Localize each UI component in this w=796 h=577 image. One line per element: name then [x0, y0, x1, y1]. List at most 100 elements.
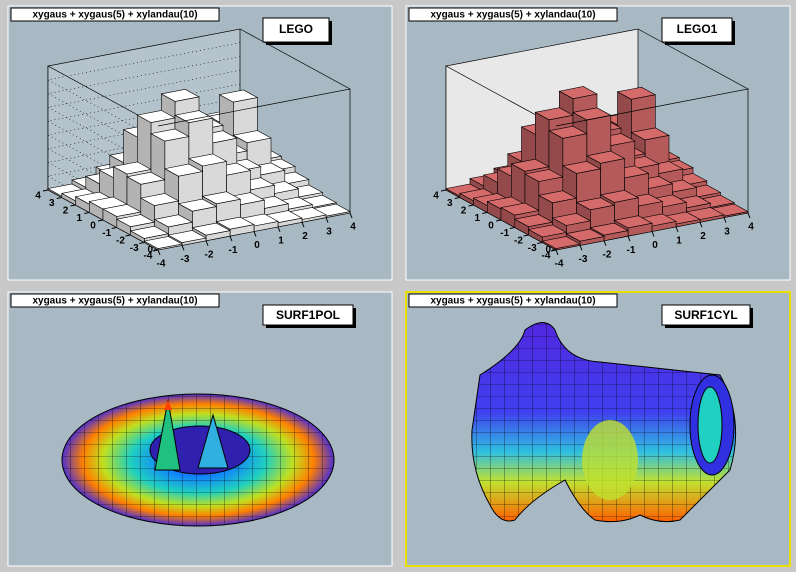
- title-box: [10, 293, 220, 308]
- x-tick-label: -3: [181, 254, 190, 265]
- bar-top: [524, 169, 564, 182]
- pad-label: LEGO: [279, 22, 313, 36]
- bar-top: [139, 193, 180, 206]
- x-tick: [723, 217, 727, 223]
- x-tick-label: 0: [254, 240, 260, 251]
- x-tick-label: 0: [652, 240, 658, 251]
- label-box: [262, 304, 354, 326]
- y-tick: [125, 234, 131, 237]
- bar-top: [191, 222, 231, 236]
- y-tick-label: 2: [63, 206, 69, 217]
- x-tick: [555, 249, 559, 256]
- title-box: [408, 7, 618, 22]
- x-tick: [349, 212, 353, 219]
- x-tick: [229, 235, 233, 242]
- y-tick: [550, 249, 557, 252]
- x-tick: [603, 240, 607, 246]
- y-tick: [454, 197, 460, 199]
- polar-surface: [61, 393, 335, 527]
- bar-top: [541, 236, 581, 249]
- x-tick: [181, 245, 185, 251]
- pad-label: SURF1CYL: [674, 308, 737, 322]
- x-tick-label: 3: [326, 226, 332, 237]
- y-tick-label: -3: [130, 243, 139, 254]
- y-tick: [70, 204, 76, 207]
- pad-title: xygaus + xygaus(5) + xylandau(10): [430, 10, 595, 21]
- y-tick-label: -4: [144, 251, 153, 262]
- bar-top: [187, 153, 228, 167]
- x-tick-label: 3: [724, 226, 730, 237]
- pad-label: LEGO1: [677, 22, 718, 36]
- y-tick-label: -3: [528, 243, 537, 254]
- x-tick-label: 2: [302, 231, 308, 242]
- z-tick-label: 0: [147, 245, 153, 256]
- bar-top: [616, 86, 657, 100]
- pad-title: xygaus + xygaus(5) + xylandau(10): [430, 296, 595, 307]
- x-tick-label: 1: [278, 236, 284, 247]
- bar-top: [201, 191, 242, 205]
- bar-top: [513, 214, 554, 228]
- label-box: [661, 304, 751, 326]
- y-tick: [495, 219, 502, 222]
- lego-plot: 050100150200250300350400-4-3-2-101234-4-…: [35, 28, 356, 270]
- bar-top: [174, 110, 214, 124]
- z-tick-label: 0: [545, 245, 551, 256]
- bar-top: [218, 89, 259, 103]
- x-tick-label: -2: [205, 249, 214, 260]
- bar-top: [599, 189, 640, 203]
- bar: [143, 236, 183, 251]
- x-tick-label: -1: [229, 245, 238, 256]
- y-tick-label: 0: [90, 221, 96, 232]
- bar: [191, 222, 231, 242]
- bar-top: [565, 228, 605, 242]
- bar-top: [537, 190, 578, 204]
- x-tick: [253, 231, 257, 237]
- bar-top: [232, 130, 272, 144]
- x-tick-label: -4: [555, 259, 564, 270]
- x-tick: [579, 245, 583, 251]
- bar-top: [136, 110, 176, 123]
- bar-top: [102, 204, 142, 217]
- x-tick: [675, 226, 679, 233]
- lego-plot: 050100150200250300350400-4-3-2-101234-4-…: [433, 28, 754, 270]
- title-box: [10, 7, 220, 22]
- x-tick: [325, 217, 329, 223]
- x-tick: [747, 212, 751, 219]
- y-tick: [84, 212, 90, 214]
- x-tick: [699, 222, 703, 228]
- x-tick: [301, 222, 305, 228]
- y-tick: [468, 204, 474, 207]
- bar-top: [500, 202, 540, 216]
- y-tick: [523, 234, 529, 237]
- x-tick-label: -3: [579, 254, 588, 265]
- y-tick: [537, 242, 543, 244]
- bar-top: [527, 224, 568, 238]
- bar-top: [177, 198, 218, 212]
- bar-top: [613, 215, 653, 229]
- bar-top: [150, 128, 190, 142]
- x-tick-label: -2: [603, 249, 612, 260]
- y-tick: [139, 242, 145, 244]
- y-tick-label: -2: [514, 236, 523, 247]
- y-tick-label: 3: [447, 198, 453, 209]
- x-tick: [651, 231, 655, 237]
- bar-top: [585, 150, 626, 164]
- bar-top: [153, 214, 194, 228]
- y-tick: [440, 189, 447, 192]
- y-tick-label: -1: [102, 228, 111, 239]
- pad-title: xygaus + xygaus(5) + xylandau(10): [32, 296, 197, 307]
- title-box: [408, 293, 618, 308]
- y-tick-label: 1: [76, 213, 82, 224]
- x-tick-label: 2: [700, 231, 706, 242]
- bar-top: [143, 236, 183, 249]
- pad-title: xygaus + xygaus(5) + xylandau(10): [32, 10, 197, 21]
- y-tick: [111, 227, 117, 229]
- x-tick-label: 4: [350, 222, 356, 233]
- bar-top: [575, 197, 616, 211]
- bar-top: [534, 107, 574, 121]
- x-tick: [627, 235, 631, 242]
- x-tick-label: -1: [627, 245, 636, 256]
- y-tick-label: 0: [488, 221, 494, 232]
- x-tick: [205, 240, 209, 246]
